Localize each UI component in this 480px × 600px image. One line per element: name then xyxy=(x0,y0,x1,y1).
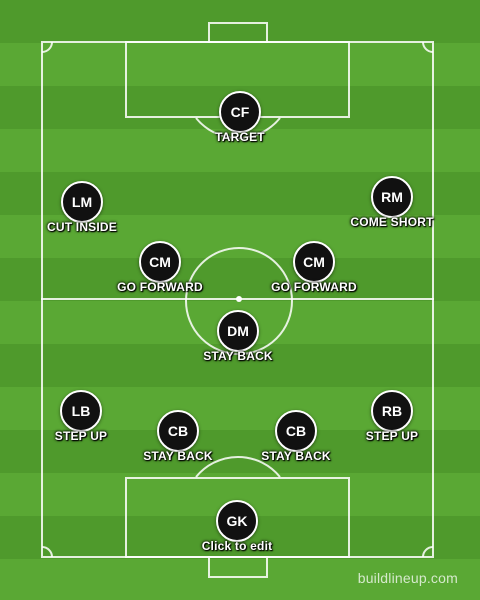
player-disc[interactable]: RB xyxy=(371,390,413,432)
player-instruction[interactable]: CUT INSIDE xyxy=(46,220,117,234)
player-disc[interactable]: CF xyxy=(219,91,261,133)
player-instruction[interactable]: Click to edit xyxy=(201,539,273,553)
player-instruction[interactable]: TARGET xyxy=(215,130,265,144)
player-instruction[interactable]: STAY BACK xyxy=(203,349,273,363)
top-goal-area xyxy=(208,22,268,43)
bottom-goal-area xyxy=(208,556,268,578)
player-instruction[interactable]: STAY BACK xyxy=(143,449,213,463)
watermark: buildlineup.com xyxy=(357,570,458,586)
player-disc[interactable]: DM xyxy=(217,310,259,352)
player-instruction[interactable]: STEP UP xyxy=(54,429,108,443)
corner-arc-bottom-right xyxy=(422,546,434,558)
player-disc[interactable]: RM xyxy=(371,176,413,218)
player-instruction[interactable]: GO FORWARD xyxy=(271,280,357,294)
centre-circle xyxy=(185,247,293,355)
top-penalty-arc xyxy=(195,117,281,140)
player-disc[interactable]: CB xyxy=(157,410,199,452)
player-disc[interactable]: CB xyxy=(275,410,317,452)
player-instruction[interactable]: GO FORWARD xyxy=(117,280,203,294)
player-instruction[interactable]: STAY BACK xyxy=(261,449,331,463)
player-instruction[interactable]: STEP UP xyxy=(365,429,419,443)
player-disc[interactable]: LM xyxy=(61,181,103,223)
corner-arc-top-left xyxy=(41,41,53,53)
bottom-penalty-arc xyxy=(195,455,281,478)
player-disc[interactable]: CM xyxy=(139,241,181,283)
player-disc[interactable]: CM xyxy=(293,241,335,283)
corner-arc-bottom-left xyxy=(41,546,53,558)
corner-arc-top-right xyxy=(422,41,434,53)
player-disc[interactable]: GK xyxy=(216,500,258,542)
centre-spot xyxy=(236,296,242,302)
player-instruction[interactable]: COME SHORT xyxy=(350,215,434,229)
player-disc[interactable]: LB xyxy=(60,390,102,432)
